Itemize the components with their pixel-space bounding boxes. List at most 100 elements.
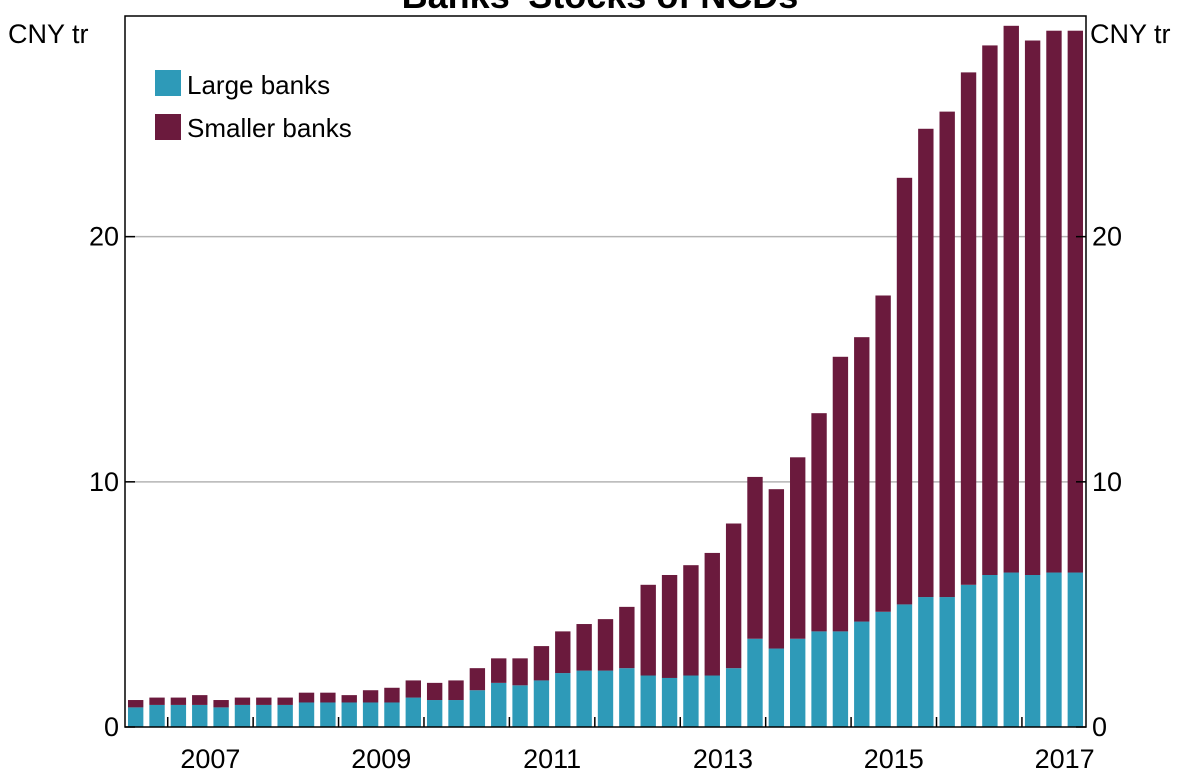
bar-large-banks-17 xyxy=(491,682,507,727)
axes: 0 0 10 10 20 20 2007 2009 2011 2013 2015 2017 xyxy=(89,222,1122,774)
bar-smaller-banks-12 xyxy=(384,687,400,703)
bar-smaller-banks-11 xyxy=(362,690,379,703)
bar-smaller-banks-10 xyxy=(341,695,357,703)
bar-large-banks-4 xyxy=(213,707,229,727)
bar-large-banks-12 xyxy=(384,702,400,727)
bar-large-banks-43 xyxy=(1046,572,1062,727)
bar-large-banks-29 xyxy=(747,638,763,727)
bar-smaller-banks-27 xyxy=(704,552,720,676)
bar-large-banks-40 xyxy=(982,574,998,727)
bar-smaller-banks-7 xyxy=(277,697,293,705)
bar-large-banks-8 xyxy=(298,702,315,727)
ytick-label-left-0: 0 xyxy=(104,712,119,742)
ytick-label-left-20: 20 xyxy=(89,222,119,252)
bar-large-banks-5 xyxy=(234,704,251,727)
bar-smaller-banks-3 xyxy=(192,695,208,705)
legend-swatch-smaller-banks xyxy=(155,114,181,140)
bar-smaller-banks-4 xyxy=(213,700,229,708)
bar-smaller-banks-23 xyxy=(619,606,635,669)
xtick-label-2011: 2011 xyxy=(523,744,581,774)
bar-smaller-banks-24 xyxy=(640,584,656,676)
bar-large-banks-37 xyxy=(918,597,934,727)
bar-smaller-banks-35 xyxy=(875,295,891,612)
bar-smaller-banks-34 xyxy=(854,337,870,622)
bar-large-banks-35 xyxy=(875,611,891,727)
bar-large-banks-30 xyxy=(768,648,785,727)
ytick-label-right-20: 20 xyxy=(1092,222,1122,252)
bar-smaller-banks-44 xyxy=(1067,30,1084,573)
bar-large-banks-9 xyxy=(320,702,336,727)
bar-smaller-banks-33 xyxy=(832,356,849,632)
bar-large-banks-32 xyxy=(811,631,827,727)
legend-label-large-banks: Large banks xyxy=(187,70,330,100)
bar-smaller-banks-38 xyxy=(939,111,955,598)
bar-large-banks-21 xyxy=(576,670,592,727)
bar-smaller-banks-43 xyxy=(1046,30,1062,573)
bar-large-banks-26 xyxy=(683,675,699,727)
bar-large-banks-41 xyxy=(1003,572,1019,727)
xtick-label-2015: 2015 xyxy=(864,744,924,774)
bar-large-banks-2 xyxy=(170,704,187,727)
xtick-label-2017: 2017 xyxy=(1035,744,1095,774)
right-unit-label: CNY tr xyxy=(1090,19,1171,49)
bar-large-banks-22 xyxy=(597,670,614,727)
xtick-label-2013: 2013 xyxy=(693,744,753,774)
bar-smaller-banks-14 xyxy=(426,682,443,701)
bar-large-banks-15 xyxy=(448,700,464,727)
bar-smaller-banks-42 xyxy=(1024,40,1041,575)
bar-large-banks-10 xyxy=(341,702,357,727)
bars xyxy=(127,25,1084,727)
bar-smaller-banks-25 xyxy=(661,574,678,678)
bar-smaller-banks-29 xyxy=(747,476,763,639)
bar-large-banks-14 xyxy=(426,700,443,727)
xtick-label-2009: 2009 xyxy=(351,744,411,774)
bar-smaller-banks-32 xyxy=(811,413,827,632)
bar-smaller-banks-37 xyxy=(918,128,934,598)
bar-smaller-banks-21 xyxy=(576,624,592,671)
xtick-label-2007: 2007 xyxy=(180,744,240,774)
legend: Large banks Smaller banks xyxy=(155,70,352,143)
bar-smaller-banks-0 xyxy=(127,700,144,708)
bar-large-banks-42 xyxy=(1024,574,1041,727)
bar-large-banks-39 xyxy=(960,584,977,727)
bar-large-banks-0 xyxy=(127,707,144,727)
bar-large-banks-38 xyxy=(939,597,955,727)
bar-large-banks-33 xyxy=(832,631,849,727)
bar-smaller-banks-20 xyxy=(555,631,571,674)
bar-large-banks-20 xyxy=(555,673,571,727)
bar-smaller-banks-26 xyxy=(683,565,699,676)
bar-smaller-banks-19 xyxy=(533,646,550,681)
bar-smaller-banks-36 xyxy=(896,177,913,605)
bar-smaller-banks-13 xyxy=(405,680,421,698)
bar-smaller-banks-39 xyxy=(960,72,977,585)
bar-large-banks-19 xyxy=(533,680,550,727)
bar-large-banks-18 xyxy=(512,685,528,727)
bar-smaller-banks-18 xyxy=(512,658,528,686)
plot-frame xyxy=(124,15,1087,728)
ytick-label-right-10: 10 xyxy=(1092,467,1122,497)
bar-smaller-banks-41 xyxy=(1003,25,1019,573)
bar-large-banks-44 xyxy=(1067,572,1084,727)
left-unit-label: CNY tr xyxy=(8,19,89,49)
bar-smaller-banks-2 xyxy=(170,697,187,705)
bar-large-banks-7 xyxy=(277,704,293,727)
bar-smaller-banks-31 xyxy=(790,457,806,639)
bar-large-banks-34 xyxy=(854,621,870,727)
bar-smaller-banks-40 xyxy=(982,45,998,575)
chart-title: Banks' Stocks of NCDs xyxy=(402,0,799,16)
bar-large-banks-23 xyxy=(619,668,635,727)
legend-label-smaller-banks: Smaller banks xyxy=(187,113,352,143)
bar-large-banks-13 xyxy=(405,697,421,727)
bar-large-banks-28 xyxy=(725,668,742,727)
ytick-label-left-10: 10 xyxy=(89,467,119,497)
bar-large-banks-1 xyxy=(149,704,165,727)
bar-smaller-banks-16 xyxy=(469,668,486,691)
bar-smaller-banks-17 xyxy=(491,658,507,683)
bar-large-banks-25 xyxy=(661,677,678,727)
bar-smaller-banks-6 xyxy=(256,697,272,705)
bar-smaller-banks-9 xyxy=(320,692,336,703)
bar-smaller-banks-5 xyxy=(234,697,251,705)
bar-large-banks-24 xyxy=(640,675,656,727)
ytick-label-right-0: 0 xyxy=(1092,712,1107,742)
